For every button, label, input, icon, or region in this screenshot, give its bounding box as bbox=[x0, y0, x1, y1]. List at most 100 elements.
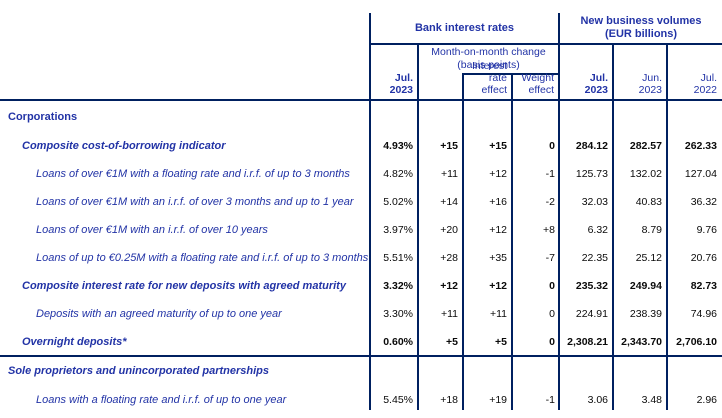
row-label: Corporations bbox=[8, 110, 78, 123]
new-business-volumes-header: New business volumes (EUR billions) bbox=[560, 13, 722, 43]
cell-rate-jul-2023 bbox=[370, 101, 418, 132]
col-header-line: Jul. bbox=[394, 72, 413, 84]
table-row: Loans with a floating rate and i.r.f. of… bbox=[0, 386, 722, 413]
table-border-h-groups bbox=[369, 43, 722, 45]
cell-vol-jul-2023: 3.06 bbox=[587, 393, 608, 406]
cell-mom-change: +12 bbox=[440, 280, 458, 292]
table-row: Composite interest rate for new deposits… bbox=[0, 272, 722, 300]
row-label: Loans of over €1M with an i.r.f. of over… bbox=[36, 224, 268, 236]
cell-vol-jul-2023: 22.35 bbox=[581, 252, 608, 264]
table-row: Deposits with an agreed maturity of up t… bbox=[0, 300, 722, 328]
table-border-v-section bbox=[558, 13, 560, 410]
cell-weight-effect: -1 bbox=[545, 393, 555, 406]
cell-interest-rate-effect: +12 bbox=[489, 224, 507, 236]
cell-weight-effect: 0 bbox=[549, 280, 555, 292]
col-header-line: Weight bbox=[521, 72, 555, 84]
cell-mom-change: +18 bbox=[440, 393, 458, 406]
bank-interest-rates-header: Bank interest rates bbox=[371, 13, 558, 43]
mom-label-line1: Month-on-month change bbox=[431, 46, 546, 58]
cell-interest-rate-effect bbox=[463, 356, 512, 386]
cell-vol-jul-2022: 74.96 bbox=[690, 308, 717, 320]
cell-interest-rate-effect: +5 bbox=[495, 336, 507, 348]
cell-mom-change: +15 bbox=[440, 140, 458, 152]
cell-vol-jul-2023: 32.03 bbox=[581, 196, 608, 208]
cell-vol-jul-2022 bbox=[667, 101, 722, 132]
cell-interest-rate-effect: +19 bbox=[489, 393, 507, 406]
row-label-cell: Loans of up to €0.25M with a floating ra… bbox=[0, 244, 370, 272]
col-header-line: Jul. bbox=[589, 72, 608, 84]
col-header-interest-rate-effect: Interest rate effect bbox=[464, 60, 511, 99]
cell-vol-jul-2022: 36.32 bbox=[690, 196, 717, 208]
table-row: Loans of over €1M with an i.r.f. of over… bbox=[0, 188, 722, 216]
cell-rate-jul-2023: 3.30% bbox=[383, 308, 413, 320]
cell-weight-effect bbox=[512, 101, 560, 132]
cell-vol-jul-2023: 2,308.21 bbox=[567, 336, 608, 348]
cell-mom-change: +5 bbox=[446, 336, 458, 348]
cell-vol-jun-2023: 25.12 bbox=[635, 252, 662, 264]
table-row: Loans of over €1M with an i.r.f. of over… bbox=[0, 216, 722, 244]
bank-interest-rates-label: Bank interest rates bbox=[414, 21, 515, 34]
col-header-line: 2023 bbox=[638, 84, 662, 96]
cell-vol-jul-2022: 9.76 bbox=[696, 224, 717, 236]
cell-mom-change: +14 bbox=[440, 196, 458, 208]
cell-vol-jul-2022: 2,706.10 bbox=[676, 336, 717, 348]
table-row: Loans of up to €0.25M with a floating ra… bbox=[0, 244, 722, 272]
row-label-cell: Loans of over €1M with an i.r.f. of over… bbox=[0, 216, 370, 244]
cell-interest-rate-effect: +16 bbox=[489, 196, 507, 208]
cell-weight-effect: 0 bbox=[549, 336, 555, 348]
cell-mom-change bbox=[418, 356, 463, 386]
mom-change-header: Month-on-month change (basis points) bbox=[419, 45, 558, 73]
cell-vol-jun-2023: 282.57 bbox=[629, 140, 662, 152]
cell-rate-jul-2023: 4.82% bbox=[383, 168, 413, 180]
table-row: Composite cost-of-borrowing indicator 4.… bbox=[0, 132, 722, 160]
table-row: Sole proprietors and unincorporated part… bbox=[0, 356, 722, 386]
table-border-h-headerbottom bbox=[0, 99, 722, 101]
table-border-v-mom bbox=[462, 74, 464, 410]
cell-mom-change: +28 bbox=[440, 252, 458, 264]
cell-vol-jul-2022: 82.73 bbox=[690, 280, 717, 292]
cell-vol-jun-2023: 3.48 bbox=[641, 393, 662, 406]
table-body: Corporations Composite cost-of-borrowing… bbox=[0, 101, 722, 413]
cell-mom-change: +20 bbox=[440, 224, 458, 236]
row-label-cell: Composite interest rate for new deposits… bbox=[0, 272, 370, 300]
col-header-vol-jul-2023: Jul. 2023 bbox=[560, 72, 612, 99]
cell-vol-jul-2022: 262.33 bbox=[684, 140, 717, 152]
cell-rate-jul-2023: 3.32% bbox=[383, 280, 413, 292]
row-label: Loans of over €1M with a floating rate a… bbox=[36, 168, 350, 180]
cell-weight-effect: 0 bbox=[549, 140, 555, 152]
col-header-line: Jul. bbox=[700, 72, 717, 84]
cell-interest-rate-effect: +15 bbox=[489, 140, 507, 152]
col-header-line: effect bbox=[528, 84, 555, 96]
cell-interest-rate-effect: +11 bbox=[489, 308, 507, 320]
cell-rate-jul-2023: 4.93% bbox=[383, 140, 413, 152]
cell-vol-jul-2022: 20.76 bbox=[690, 252, 717, 264]
col-header-line: Interest bbox=[471, 60, 507, 72]
table-row: Loans of over €1M with a floating rate a… bbox=[0, 160, 722, 188]
cell-interest-rate-effect: +12 bbox=[489, 168, 507, 180]
cell-rate-jul-2023: 3.97% bbox=[383, 224, 413, 236]
cell-vol-jul-2022 bbox=[667, 356, 722, 386]
col-header-vol-jun-2023: Jun. 2023 bbox=[614, 72, 666, 99]
table-border-h-mom bbox=[462, 73, 560, 75]
col-header-weight-effect: Weight effect bbox=[513, 72, 558, 99]
col-header-line: rate effect bbox=[481, 72, 508, 96]
cell-rate-jul-2023: 5.02% bbox=[383, 196, 413, 208]
row-label: Composite interest rate for new deposits… bbox=[22, 280, 346, 292]
cell-vol-jul-2023: 235.32 bbox=[575, 280, 608, 292]
cell-weight-effect: 0 bbox=[549, 308, 555, 320]
row-label: Deposits with an agreed maturity of up t… bbox=[36, 308, 282, 320]
volumes-label-line2: (EUR billions) bbox=[604, 28, 678, 40]
cell-weight-effect: -7 bbox=[545, 252, 555, 264]
cell-vol-jul-2023 bbox=[560, 356, 613, 386]
cell-vol-jun-2023: 40.83 bbox=[635, 196, 662, 208]
cell-vol-jun-2023 bbox=[613, 356, 667, 386]
cell-vol-jul-2023: 125.73 bbox=[575, 168, 608, 180]
table-border-v-ire bbox=[511, 74, 513, 410]
row-label-cell: Loans with a floating rate and i.r.f. of… bbox=[0, 386, 370, 413]
cell-vol-jul-2022: 2.96 bbox=[696, 393, 717, 406]
cell-weight-effect bbox=[512, 356, 560, 386]
volumes-label-line1: New business volumes bbox=[580, 15, 702, 27]
cell-rate-jul-2023: 5.45% bbox=[383, 393, 413, 406]
row-label: Overnight deposits* bbox=[22, 336, 127, 348]
table-border-v-vol1 bbox=[612, 43, 614, 410]
